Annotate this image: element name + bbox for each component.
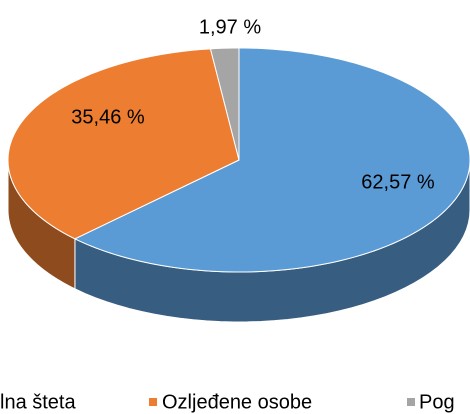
legend-label: Ozljeđene osobe bbox=[162, 391, 312, 413]
data-label: 1,97 % bbox=[199, 16, 261, 38]
legend-label: lna šteta bbox=[0, 391, 76, 413]
data-label: 35,46 % bbox=[71, 106, 145, 128]
slice bbox=[209, 47, 240, 161]
slice bbox=[73, 47, 470, 273]
legend-marker bbox=[407, 398, 415, 406]
data-label: 62,57 % bbox=[361, 171, 435, 193]
legend-label: Pog bbox=[419, 391, 455, 413]
legend-marker bbox=[149, 398, 157, 406]
slice bbox=[7, 48, 240, 240]
